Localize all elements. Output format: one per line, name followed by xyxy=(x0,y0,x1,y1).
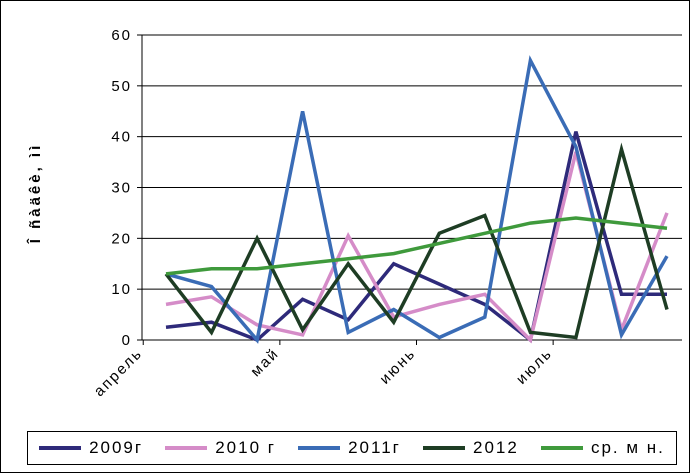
x-tick-label-1: май xyxy=(247,345,282,380)
y-tick-labels: 0 10 20 30 40 50 60 xyxy=(111,27,132,349)
y-tick-label-0: 0 xyxy=(122,332,132,349)
legend-swatch-1 xyxy=(165,446,208,450)
series-line-1 xyxy=(165,151,669,344)
legend-item-4: ср. м н. xyxy=(540,438,665,458)
legend-item-2: 2011г xyxy=(298,438,401,458)
legend-swatch-2 xyxy=(298,446,341,450)
line-chart: 0 10 20 30 40 50 60 апрель май июнь июль Î ñàäêè,… xyxy=(26,27,682,400)
y-tick-label-20: 20 xyxy=(111,230,132,247)
legend-item-3: 2012 xyxy=(422,438,519,458)
legend-item-0: 2009г xyxy=(39,438,143,458)
x-tick-label-2: июнь xyxy=(376,345,419,388)
legend-label-3: 2012 xyxy=(472,438,519,457)
y-tick-label-10: 10 xyxy=(111,281,132,298)
legend-label-4: ср. м н. xyxy=(590,438,665,457)
x-tick-label-0: апрель xyxy=(91,345,146,400)
y-axis-label: Î ñàäêè, ìì xyxy=(26,143,44,245)
series-line-2 xyxy=(165,55,669,344)
axes xyxy=(137,34,682,345)
gridlines xyxy=(142,34,682,290)
series-lines xyxy=(164,55,669,344)
x-tick-labels: апрель май июнь июль xyxy=(91,345,556,400)
y-tick-label-30: 30 xyxy=(111,180,132,197)
legend-item-1: 2010 г xyxy=(165,438,276,458)
legend-label-1: 2010 г xyxy=(215,438,276,457)
legend: 2009г 2010 г 2011г 2012 ср. м н. xyxy=(27,431,677,465)
series-line-3 xyxy=(164,142,669,340)
y-tick-label-60: 60 xyxy=(111,27,132,44)
legend-swatch-0 xyxy=(39,446,82,450)
x-tick-label-3: июль xyxy=(513,345,556,388)
legend-swatch-4 xyxy=(540,446,583,450)
series-line-4 xyxy=(165,216,668,276)
series-line-0 xyxy=(165,131,667,344)
legend-swatch-3 xyxy=(422,446,465,450)
legend-label-0: 2009г xyxy=(89,438,144,457)
y-tick-label-40: 40 xyxy=(111,129,132,146)
legend-label-2: 2011г xyxy=(348,438,401,457)
y-tick-label-50: 50 xyxy=(111,78,132,95)
